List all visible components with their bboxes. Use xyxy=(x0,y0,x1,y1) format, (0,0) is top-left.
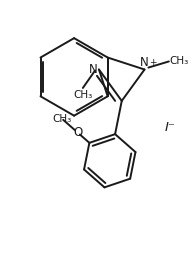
Text: I⁻: I⁻ xyxy=(164,121,175,134)
Text: O: O xyxy=(73,126,82,139)
Text: +: + xyxy=(149,57,157,67)
Text: CH₃: CH₃ xyxy=(170,56,189,67)
Text: N: N xyxy=(140,56,149,68)
Text: CH₃: CH₃ xyxy=(73,90,93,100)
Text: CH₃: CH₃ xyxy=(52,114,71,123)
Text: N: N xyxy=(89,63,98,76)
